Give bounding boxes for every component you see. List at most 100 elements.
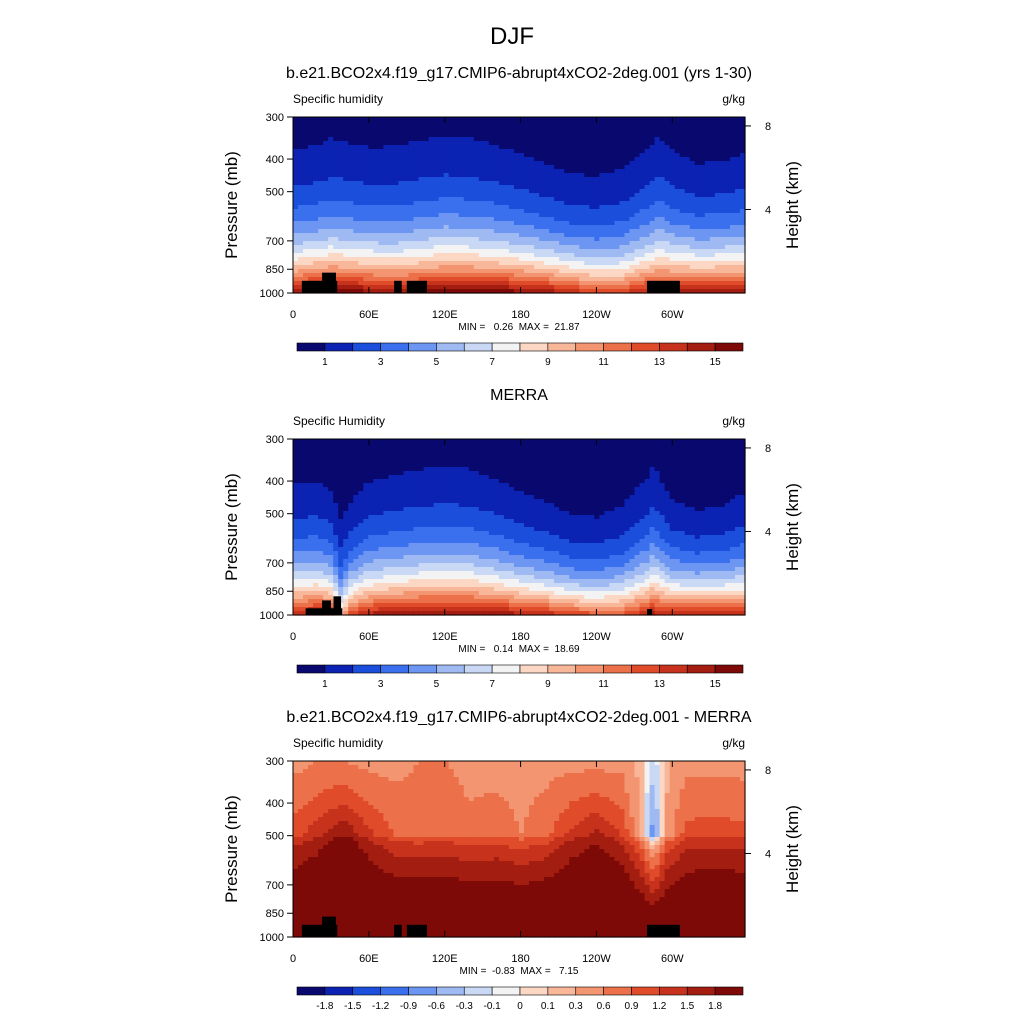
field-cell	[378, 439, 384, 444]
field-cell	[318, 197, 324, 202]
field-cell	[383, 281, 390, 286]
field-cell	[624, 471, 631, 476]
field-cell	[659, 141, 666, 146]
field-cell	[398, 249, 405, 254]
field-cell	[293, 447, 299, 452]
field-cell	[488, 225, 495, 230]
field-cell	[323, 133, 329, 138]
field-cell	[624, 253, 631, 258]
field-cell	[338, 201, 344, 206]
field-cell	[433, 145, 440, 150]
field-cell	[443, 261, 450, 266]
field-cell	[303, 245, 309, 250]
field-cell	[313, 245, 319, 250]
field-cell	[438, 125, 445, 130]
field-cell	[503, 475, 510, 480]
field-cell	[634, 281, 641, 286]
field-cell	[709, 237, 716, 242]
field-cell	[328, 459, 334, 464]
field-cell	[614, 197, 621, 202]
field-cell	[544, 157, 550, 162]
field-cell	[313, 161, 319, 166]
field-cell	[569, 189, 575, 194]
field-cell	[433, 217, 440, 222]
field-cell	[574, 177, 580, 182]
field-cell	[669, 145, 676, 150]
field-cell	[624, 257, 631, 262]
field-cell	[709, 161, 716, 166]
field-cell	[508, 261, 515, 266]
field-cell	[458, 181, 465, 186]
field-cell	[594, 273, 600, 278]
field-cell	[729, 439, 736, 444]
field-cell	[564, 289, 570, 294]
field-cell	[443, 253, 450, 258]
field-cell	[684, 193, 691, 198]
field-cell	[488, 245, 495, 250]
field-cell	[473, 189, 480, 194]
field-cell	[624, 467, 631, 472]
field-cell	[333, 137, 339, 142]
field-cell	[343, 443, 349, 448]
field-cell	[674, 149, 681, 154]
field-cell	[659, 137, 666, 142]
field-cell	[694, 253, 701, 258]
field-cell	[318, 249, 324, 254]
field-cell	[634, 443, 641, 448]
field-cell	[589, 467, 595, 472]
field-cell	[669, 249, 676, 254]
field-cell	[408, 201, 415, 206]
field-cell	[724, 125, 731, 130]
field-cell	[714, 241, 721, 246]
field-cell	[569, 241, 575, 246]
field-cell	[373, 273, 379, 278]
field-cell	[614, 145, 621, 150]
field-cell	[293, 161, 299, 166]
field-cell	[669, 201, 676, 206]
field-cell	[694, 265, 701, 270]
field-cell	[493, 189, 500, 194]
field-cell	[473, 467, 480, 472]
field-cell	[483, 285, 490, 290]
field-cell	[493, 463, 500, 468]
field-cell	[408, 459, 415, 464]
field-cell	[599, 257, 605, 262]
field-cell	[458, 475, 465, 480]
field-cell	[458, 269, 465, 274]
field-cell	[679, 289, 686, 294]
field-cell	[524, 201, 530, 206]
field-cell	[403, 137, 410, 142]
field-cell	[694, 277, 701, 282]
field-cell	[569, 277, 575, 282]
field-cell	[318, 245, 324, 250]
field-cell	[383, 193, 390, 198]
field-cell	[639, 193, 646, 198]
field-cell	[584, 165, 590, 170]
field-cell	[493, 229, 500, 234]
field-cell	[403, 181, 410, 186]
field-cell	[338, 217, 344, 222]
field-cell	[338, 467, 344, 472]
field-cell	[298, 237, 304, 242]
field-cell	[323, 439, 329, 444]
field-cell	[368, 467, 374, 472]
field-cell	[308, 201, 314, 206]
field-cell	[704, 165, 711, 170]
field-cell	[669, 169, 676, 174]
field-cell	[689, 181, 696, 186]
field-cell	[508, 125, 515, 130]
field-cell	[418, 225, 425, 230]
field-cell	[704, 177, 711, 182]
field-cell	[564, 475, 570, 480]
field-cell	[338, 173, 344, 178]
field-cell	[453, 125, 460, 130]
field-cell	[403, 277, 410, 282]
field-cell	[649, 169, 656, 174]
field-cell	[689, 145, 696, 150]
field-cell	[524, 169, 530, 174]
field-cell	[599, 249, 605, 254]
figure-title: DJF	[490, 23, 534, 50]
field-cell	[729, 467, 736, 472]
field-cell	[679, 205, 686, 210]
field-cell	[338, 157, 344, 162]
